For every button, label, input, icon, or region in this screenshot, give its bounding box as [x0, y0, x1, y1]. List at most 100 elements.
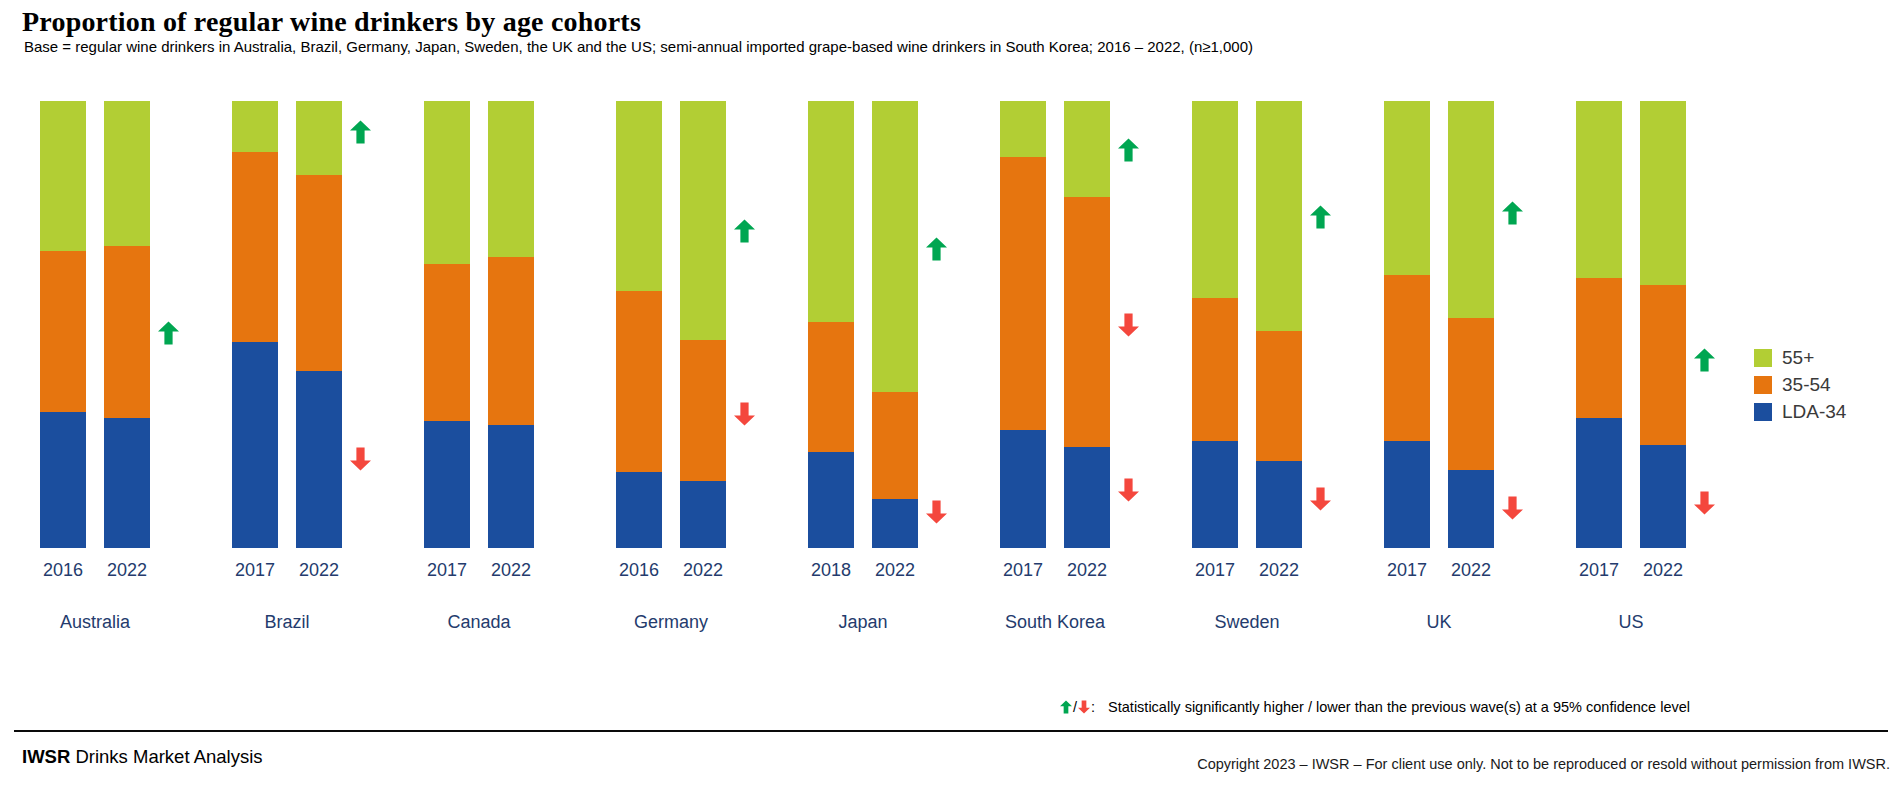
- bar-uk-2017: [1384, 101, 1430, 548]
- year-label: 2022: [479, 560, 543, 581]
- legend-item-lda-34: LDA-34: [1754, 402, 1846, 421]
- bar-segment-35-54: [1000, 157, 1046, 430]
- year-label: 2022: [863, 560, 927, 581]
- bar-segment-55+: [40, 101, 86, 251]
- country-label-germany: Germany: [591, 612, 751, 633]
- bar-segment-35-54: [1384, 275, 1430, 440]
- bar-segment-lda-34: [680, 481, 726, 548]
- down-arrow-icon: [1694, 491, 1715, 515]
- up-arrow-icon: [1694, 348, 1715, 372]
- bar-segment-35-54: [296, 175, 342, 372]
- bar-us-2017: [1576, 101, 1622, 548]
- footnote-separator: /: [1073, 699, 1077, 715]
- bar-segment-55+: [1640, 101, 1686, 285]
- bar-segment-35-54: [1192, 298, 1238, 441]
- bar-segment-55+: [296, 101, 342, 175]
- up-arrow-icon: [1310, 205, 1331, 229]
- legend-swatch: [1754, 376, 1772, 394]
- bar-segment-55+: [616, 101, 662, 291]
- bar-germany-2016: [616, 101, 662, 548]
- bar-segment-lda-34: [40, 412, 86, 548]
- bar-segment-35-54: [424, 264, 470, 420]
- bar-segment-lda-34: [1448, 470, 1494, 548]
- bar-brazil-2022: [296, 101, 342, 548]
- up-arrow-icon: [1060, 700, 1072, 714]
- year-label: 2022: [671, 560, 735, 581]
- down-arrow-icon: [1078, 700, 1090, 714]
- bar-segment-55+: [424, 101, 470, 264]
- up-arrow-icon: [926, 237, 947, 261]
- bar-south-korea-2022: [1064, 101, 1110, 548]
- bar-segment-lda-34: [488, 425, 534, 548]
- bar-segment-35-54: [1640, 285, 1686, 444]
- bar-segment-lda-34: [1384, 441, 1430, 548]
- brand-logo-text: IWSR Drinks Market Analysis: [22, 746, 263, 768]
- bar-uk-2022: [1448, 101, 1494, 548]
- year-label: 2022: [287, 560, 351, 581]
- bar-south-korea-2017: [1000, 101, 1046, 548]
- year-label: 2017: [415, 560, 479, 581]
- chart-legend: 55+ 35-54 LDA-34: [1754, 348, 1846, 421]
- bar-sweden-2022: [1256, 101, 1302, 548]
- bar-segment-lda-34: [424, 421, 470, 548]
- bar-segment-lda-34: [1192, 441, 1238, 548]
- bar-segment-55+: [232, 101, 278, 152]
- year-label: 2017: [1183, 560, 1247, 581]
- bar-segment-55+: [1448, 101, 1494, 318]
- legend-item-35-54: 35-54: [1754, 375, 1846, 394]
- year-label: 2018: [799, 560, 863, 581]
- down-arrow-icon: [926, 500, 947, 524]
- bar-segment-lda-34: [808, 452, 854, 548]
- country-label-brazil: Brazil: [207, 612, 367, 633]
- bar-segment-35-54: [104, 246, 150, 418]
- bar-segment-55+: [680, 101, 726, 340]
- brand-tagline: Drinks Market Analysis: [70, 746, 262, 767]
- country-label-japan: Japan: [783, 612, 943, 633]
- bar-segment-55+: [1000, 101, 1046, 157]
- slide: Proportion of regular wine drinkers by a…: [0, 0, 1901, 786]
- legend-label: 35-54: [1782, 375, 1831, 394]
- year-label: 2017: [223, 560, 287, 581]
- down-arrow-icon: [350, 447, 371, 471]
- bar-us-2022: [1640, 101, 1686, 548]
- bar-japan-2018: [808, 101, 854, 548]
- footnote-colon: :: [1091, 699, 1095, 715]
- year-label: 2017: [1567, 560, 1631, 581]
- year-label: 2022: [1439, 560, 1503, 581]
- up-arrow-icon: [1502, 201, 1523, 225]
- bar-segment-lda-34: [296, 371, 342, 548]
- down-arrow-icon: [1118, 478, 1139, 502]
- bar-segment-lda-34: [872, 499, 918, 548]
- bar-sweden-2017: [1192, 101, 1238, 548]
- bar-australia-2016: [40, 101, 86, 548]
- up-arrow-icon: [350, 120, 371, 144]
- footnote-text: Statistically significantly higher / low…: [1108, 699, 1690, 715]
- up-arrow-icon: [158, 321, 179, 345]
- bar-segment-35-54: [680, 340, 726, 481]
- bar-segment-35-54: [40, 251, 86, 412]
- bar-segment-lda-34: [1064, 447, 1110, 548]
- bar-segment-35-54: [808, 322, 854, 452]
- year-label: 2017: [991, 560, 1055, 581]
- bar-segment-35-54: [488, 257, 534, 425]
- bar-segment-55+: [1576, 101, 1622, 278]
- bar-segment-35-54: [1256, 331, 1302, 461]
- year-label: 2017: [1375, 560, 1439, 581]
- country-label-australia: Australia: [15, 612, 175, 633]
- bar-segment-lda-34: [616, 472, 662, 548]
- bar-canada-2022: [488, 101, 534, 548]
- bar-segment-35-54: [1448, 318, 1494, 470]
- legend-label: 55+: [1782, 348, 1814, 367]
- bar-germany-2022: [680, 101, 726, 548]
- bar-segment-lda-34: [1640, 445, 1686, 548]
- bar-segment-35-54: [232, 152, 278, 342]
- year-label: 2016: [607, 560, 671, 581]
- year-label: 2016: [31, 560, 95, 581]
- bar-segment-55+: [104, 101, 150, 246]
- legend-swatch: [1754, 349, 1772, 367]
- bar-australia-2022: [104, 101, 150, 548]
- down-arrow-icon: [1310, 487, 1331, 511]
- bar-segment-55+: [872, 101, 918, 392]
- bar-japan-2022: [872, 101, 918, 548]
- bar-canada-2017: [424, 101, 470, 548]
